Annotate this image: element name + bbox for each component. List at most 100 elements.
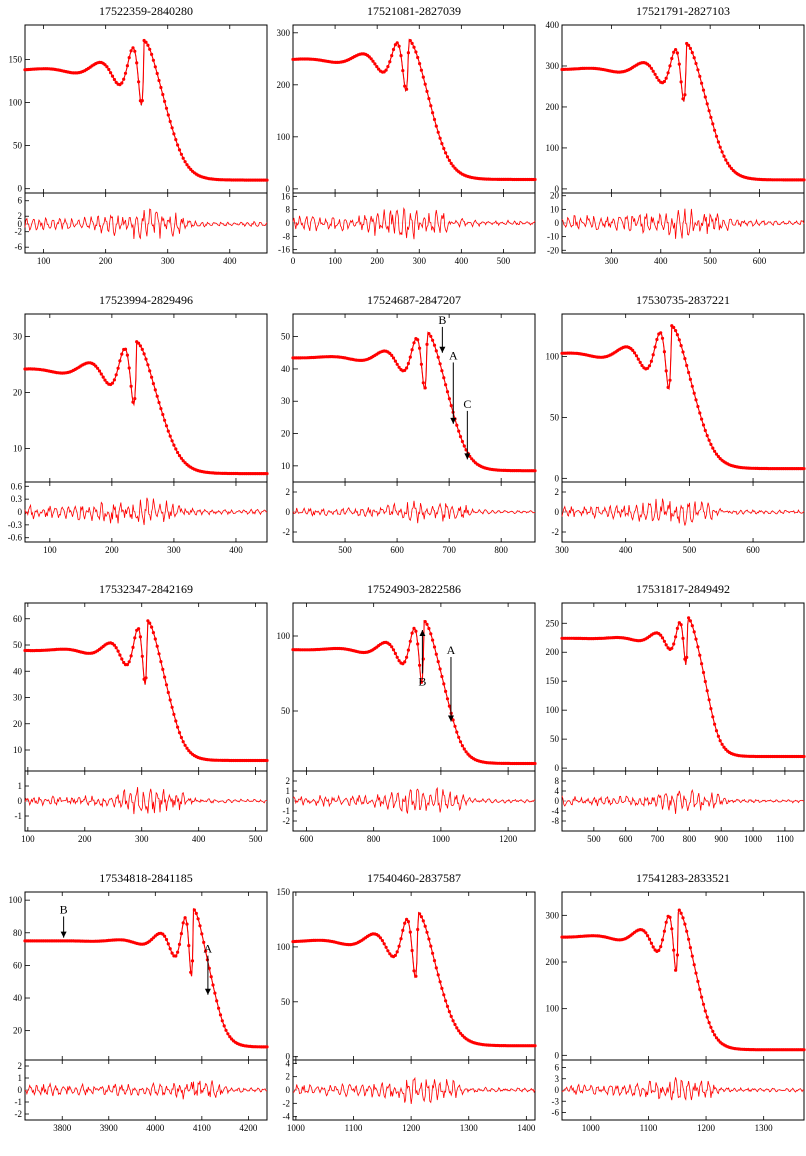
model-point	[406, 361, 410, 366]
x-tick-label: 4200	[239, 1123, 258, 1133]
model-point	[649, 359, 654, 363]
model-point	[675, 953, 680, 957]
residual-tick-label: -8	[283, 231, 291, 241]
model-point	[114, 646, 118, 650]
model-point	[694, 61, 698, 66]
model-point	[681, 350, 685, 354]
y-tick-label: 10	[281, 461, 291, 471]
model-point	[146, 619, 150, 623]
model-point	[711, 1029, 715, 1033]
residual-tick-label: -6	[15, 242, 23, 252]
model-point	[692, 56, 696, 60]
y-tick-label: 50	[13, 141, 23, 151]
model-point	[179, 456, 183, 460]
model-point	[405, 87, 409, 91]
model-point	[412, 45, 416, 49]
model-point	[137, 341, 141, 345]
model-point	[418, 346, 422, 350]
model-point	[202, 940, 206, 945]
model-point	[438, 980, 442, 984]
model-point	[220, 1019, 224, 1023]
model-point	[412, 341, 416, 345]
model-point	[533, 761, 537, 766]
residual-tick-label: -2	[283, 527, 291, 537]
model-point	[133, 636, 137, 640]
model-point	[696, 645, 700, 649]
x-tick-label: 500	[587, 834, 601, 844]
model-point	[129, 654, 133, 658]
model-point	[416, 55, 420, 60]
model-point	[419, 680, 423, 684]
model-point	[709, 115, 713, 119]
residual-tick-label: 0	[18, 507, 23, 517]
model-point	[675, 626, 680, 631]
model-point	[138, 344, 142, 348]
model-point	[127, 56, 131, 60]
residual-tick-label: 0.6	[11, 481, 23, 491]
x-tick-label: 3800	[53, 1123, 72, 1133]
x-tick-label: 1100	[776, 834, 794, 844]
model-point	[163, 99, 167, 103]
model-point	[144, 357, 148, 361]
model-point	[716, 734, 721, 738]
model-point	[408, 930, 412, 934]
x-tick-label: 200	[105, 545, 119, 555]
model-point	[185, 746, 189, 750]
model-point	[438, 667, 442, 671]
model-point	[177, 731, 182, 735]
model-point	[431, 111, 435, 115]
y-tick-label: 50	[13, 640, 23, 650]
model-point	[670, 927, 674, 931]
model-point	[146, 43, 150, 47]
model-point	[129, 49, 133, 53]
model-point	[688, 619, 693, 623]
model-point	[185, 922, 189, 926]
model-point	[131, 645, 135, 650]
model-point	[432, 117, 437, 122]
model-point	[698, 653, 702, 657]
model-point	[651, 945, 655, 949]
model-point	[395, 950, 399, 954]
model-point	[157, 652, 161, 656]
model-point	[159, 85, 163, 90]
model-point	[651, 353, 655, 357]
model-point	[714, 452, 719, 456]
chart-title: 17541283-2833521	[636, 871, 730, 885]
residual-tick-label: -3	[552, 1096, 560, 1106]
model-point	[434, 124, 438, 128]
model-point	[679, 80, 683, 84]
model-point	[442, 146, 446, 151]
x-tick-label: 1100	[345, 1123, 363, 1133]
x-tick-label: 800	[683, 834, 697, 844]
model-point	[377, 934, 381, 938]
model-point	[802, 467, 806, 471]
model-point	[118, 359, 122, 363]
model-point	[419, 68, 423, 72]
residual-curve	[561, 208, 805, 239]
model-point	[150, 52, 154, 57]
residual-tick-label: 2	[286, 487, 291, 497]
model-point	[425, 622, 429, 626]
model-point	[114, 373, 118, 377]
y-tick-label: 20	[13, 387, 23, 397]
model-point	[211, 983, 215, 987]
model-point	[421, 75, 425, 79]
chart-title: 17524687-2847207	[367, 293, 461, 307]
model-point	[709, 707, 713, 711]
model-point	[224, 1028, 228, 1032]
model-point	[174, 447, 178, 451]
chart-title: 17524903-2822586	[367, 582, 461, 596]
model-point	[125, 353, 129, 357]
model-point	[419, 915, 423, 919]
model-point	[681, 636, 685, 641]
model-point	[423, 620, 427, 624]
model-point	[103, 378, 107, 382]
model-point	[390, 54, 394, 58]
model-point	[698, 74, 702, 78]
model-point	[179, 735, 183, 740]
model-point	[176, 450, 180, 455]
model-point	[155, 71, 159, 76]
model-point	[432, 343, 437, 347]
